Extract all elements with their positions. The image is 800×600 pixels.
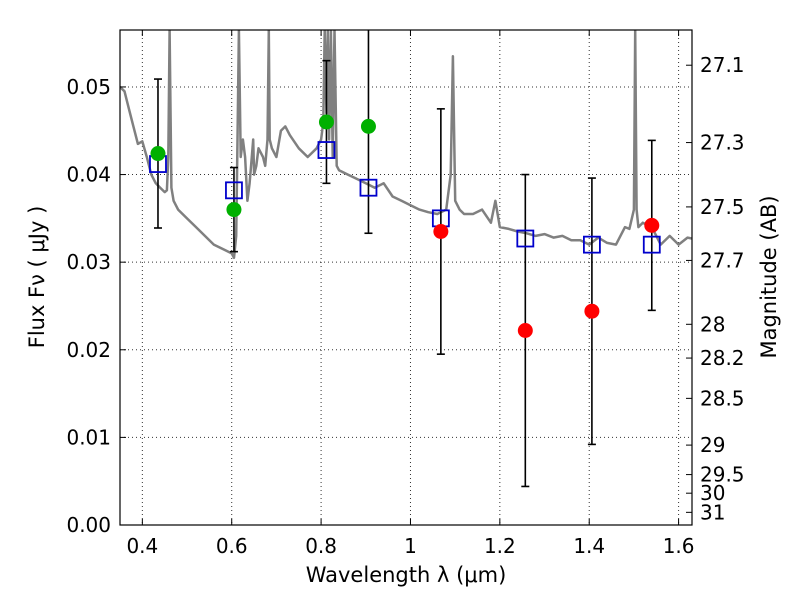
y-tick-label: 0.04 <box>66 163 111 187</box>
x-tick-label: 1.4 <box>573 534 605 558</box>
right-tick-label: 27.7 <box>700 248 745 272</box>
y-axis-label: Flux Fν ( μJy ) <box>25 206 49 349</box>
right-tick-label: 27.3 <box>700 131 745 155</box>
model-photometry-square <box>516 229 535 248</box>
right-tick-label: 28.2 <box>700 346 745 370</box>
observed-flux-point <box>644 217 660 233</box>
observed-flux-point <box>517 323 533 339</box>
observed-flux-point <box>318 114 334 130</box>
observed-flux-point <box>226 202 242 218</box>
x-tick-label: 1.6 <box>663 534 695 558</box>
x-tick-label: 0.4 <box>126 534 158 558</box>
plot-area <box>120 30 692 488</box>
observed-flux-point <box>150 146 166 162</box>
right-tick-label: 28 <box>700 312 725 336</box>
x-tick-label: 0.8 <box>305 534 337 558</box>
y-tick-label: 0.00 <box>66 513 111 537</box>
x-tick-label: 1.2 <box>484 534 516 558</box>
right-tick-label: 31 <box>700 500 725 524</box>
model-photometry-square <box>225 181 243 200</box>
right-tick-label: 30 <box>700 481 725 505</box>
x-tick-label: 1 <box>404 534 417 558</box>
x-axis-label: Wavelength λ (μm) <box>306 563 507 587</box>
right-tick-label: 27.5 <box>700 195 745 219</box>
axis-ticks: 0.4 0.6 0.8 1 1.2 1.4 1.6 0.00 0.01 0.02 0.03 0.04 0… <box>66 30 745 558</box>
observed-flux-point <box>433 224 449 240</box>
y-tick-label: 0.02 <box>66 338 111 362</box>
model-spectrum-line <box>120 30 692 260</box>
right-tick-label: 29.5 <box>700 463 745 487</box>
right-tick-label: 29 <box>700 433 725 457</box>
observed-flux-point <box>360 118 376 134</box>
model-photometry-square <box>642 235 661 254</box>
right-tick-label: 27.1 <box>700 53 745 77</box>
plot-frame <box>119 29 693 526</box>
model-photometry-square <box>317 141 336 159</box>
model-photometry-square <box>359 178 378 197</box>
clipped-data <box>120 30 692 488</box>
y-tick-label: 0.01 <box>66 425 111 449</box>
y-tick-label: 0.05 <box>66 75 111 99</box>
observed-flux-point <box>584 303 600 319</box>
y-tick-label: 0.03 <box>66 250 111 274</box>
x-tick-label: 0.6 <box>216 534 248 558</box>
model-photometry-square <box>583 235 601 254</box>
right-axis-label: Magnitude (AB) <box>757 195 781 358</box>
right-tick-label: 28.5 <box>700 386 745 410</box>
